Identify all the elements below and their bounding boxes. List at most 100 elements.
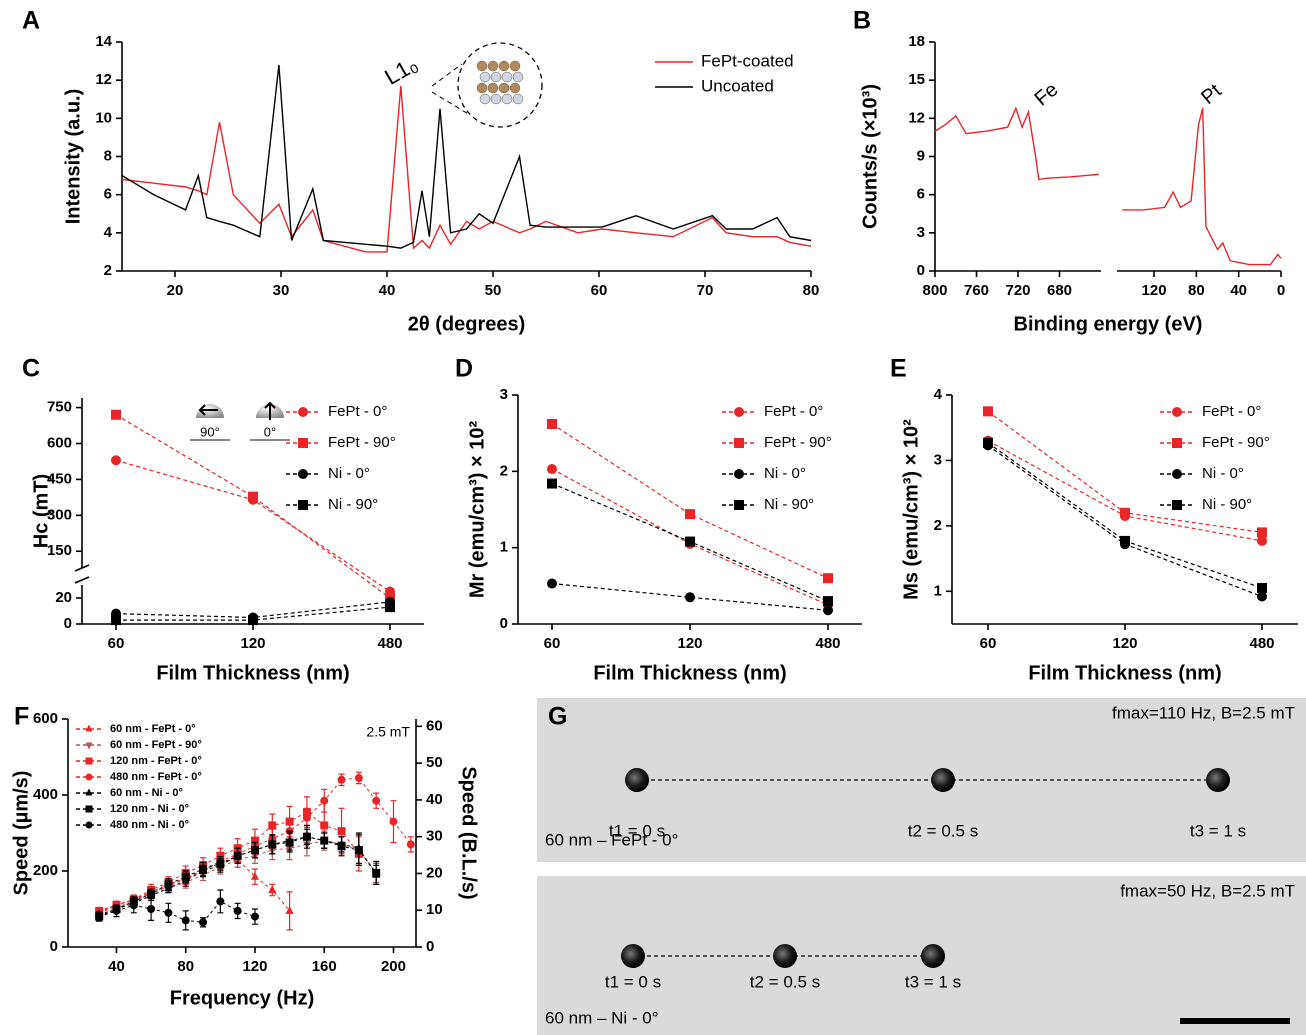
y-tick-label: 750: [47, 399, 72, 416]
data-point: [372, 868, 381, 877]
y-tick-label: 3: [917, 224, 925, 241]
atom: [487, 60, 499, 72]
x-tick-label: 0: [1277, 282, 1285, 299]
x-tick-label: 80: [1188, 282, 1205, 299]
panel-label: G: [548, 703, 567, 731]
data-point: [983, 406, 993, 417]
data-point: [983, 437, 993, 448]
y-axis-label: Intensity (a.u.): [62, 89, 84, 225]
y-tick-label: 10: [95, 109, 112, 126]
x-tick-label: 480: [377, 635, 402, 652]
panel-label: C: [22, 355, 40, 383]
x-tick-label: 60: [591, 282, 608, 299]
data-point: [354, 846, 363, 855]
legend-marker: [298, 469, 308, 479]
atom: [501, 71, 513, 83]
atom: [490, 93, 502, 105]
y-axis-label: Ms (emu/cm³) × 10²: [900, 419, 922, 600]
data-point: [233, 906, 242, 915]
x-tick-label: 40: [379, 282, 396, 299]
data-point: [268, 821, 277, 830]
series-line: [934, 106, 1282, 266]
data-point: [250, 846, 259, 855]
legend-label: 120 nm - Ni - 0°: [110, 803, 189, 815]
data-point: [354, 773, 363, 782]
annotation: Fe: [1031, 79, 1063, 111]
atom: [476, 60, 488, 72]
data-point: [216, 859, 225, 868]
y-tick-label: 450: [47, 470, 72, 487]
data-point: [406, 840, 415, 849]
data-point: [285, 838, 294, 847]
legend-label: 480 nm - Ni - 0°: [110, 819, 189, 831]
y-tick-label: 14: [95, 33, 112, 50]
data-point: [302, 832, 311, 841]
legend-marker: [85, 742, 93, 750]
y2-tick-label: 50: [426, 754, 443, 771]
arrow: [198, 404, 218, 416]
legend-label: FePt - 0°: [764, 403, 823, 420]
data-point: [685, 592, 695, 603]
y-tick-label: 4: [104, 224, 113, 241]
y-axis-label: Mr (emu/cm³) × 10²: [466, 421, 488, 599]
condition-label: fmax=110 Hz, B=2.5 mT: [1112, 703, 1295, 722]
atom: [509, 60, 521, 72]
data-point: [248, 615, 258, 626]
scale-bar: [1180, 1018, 1290, 1024]
y2-tick-label: 30: [426, 828, 443, 845]
data-point: [337, 842, 346, 851]
y-tick-label: 4: [934, 386, 943, 403]
legend-marker: [734, 438, 744, 448]
legend-label: FePt - 0°: [1202, 403, 1261, 420]
y2-tick-label: 40: [426, 791, 443, 808]
y-tick-label: 0: [64, 615, 72, 632]
y2-tick-label: 10: [426, 901, 443, 918]
time-label: t2 = 0.5 s: [750, 972, 820, 991]
legend-label: Ni - 0°: [764, 465, 806, 482]
y-tick-label: 2: [500, 462, 508, 479]
x-tick-label: 120: [1142, 282, 1167, 299]
time-label: t3 = 1 s: [905, 972, 961, 991]
data-point: [1257, 583, 1267, 594]
x-tick-label: 680: [1047, 282, 1072, 299]
x-axis-label: Film Thickness (nm): [156, 662, 349, 684]
x-tick-label: 60: [980, 635, 997, 652]
x-tick-label: 720: [1005, 282, 1030, 299]
legend-marker: [1172, 407, 1182, 417]
caption: 60 nm – Ni - 0°: [545, 1008, 659, 1027]
inset-pointer: [431, 91, 471, 116]
y-tick-label: 1: [934, 582, 942, 599]
x-axis-label: Binding energy (eV): [1014, 313, 1203, 335]
particle: [773, 944, 797, 968]
panel-label: B: [853, 7, 871, 35]
legend-label: 60 nm - Ni - 0°: [110, 787, 183, 799]
data-point: [268, 840, 277, 849]
y-tick-label: 200: [33, 862, 58, 879]
data-point: [372, 796, 381, 805]
data-point: [199, 865, 208, 874]
data-point: [337, 775, 346, 784]
atom: [479, 71, 491, 83]
y2-tick-label: 20: [426, 864, 443, 881]
atom: [512, 71, 524, 83]
panel-label: E: [890, 355, 907, 383]
legend-marker: [734, 407, 744, 417]
atom: [479, 93, 491, 105]
data-point: [1120, 535, 1130, 546]
legend-marker: [298, 438, 308, 448]
particle: [931, 768, 955, 792]
y-tick-label: 2: [934, 517, 942, 534]
data-point: [112, 906, 121, 915]
data-point: [147, 889, 156, 898]
data-point: [147, 905, 156, 913]
y-tick-label: 1: [500, 539, 508, 556]
x-axis-label: 2θ (degrees): [408, 313, 526, 335]
y-tick-label: 600: [47, 434, 72, 451]
series-line: [99, 840, 377, 914]
series-line: [99, 811, 360, 912]
data-point: [1257, 591, 1267, 602]
data-point: [547, 419, 557, 430]
data-point: [129, 901, 138, 910]
